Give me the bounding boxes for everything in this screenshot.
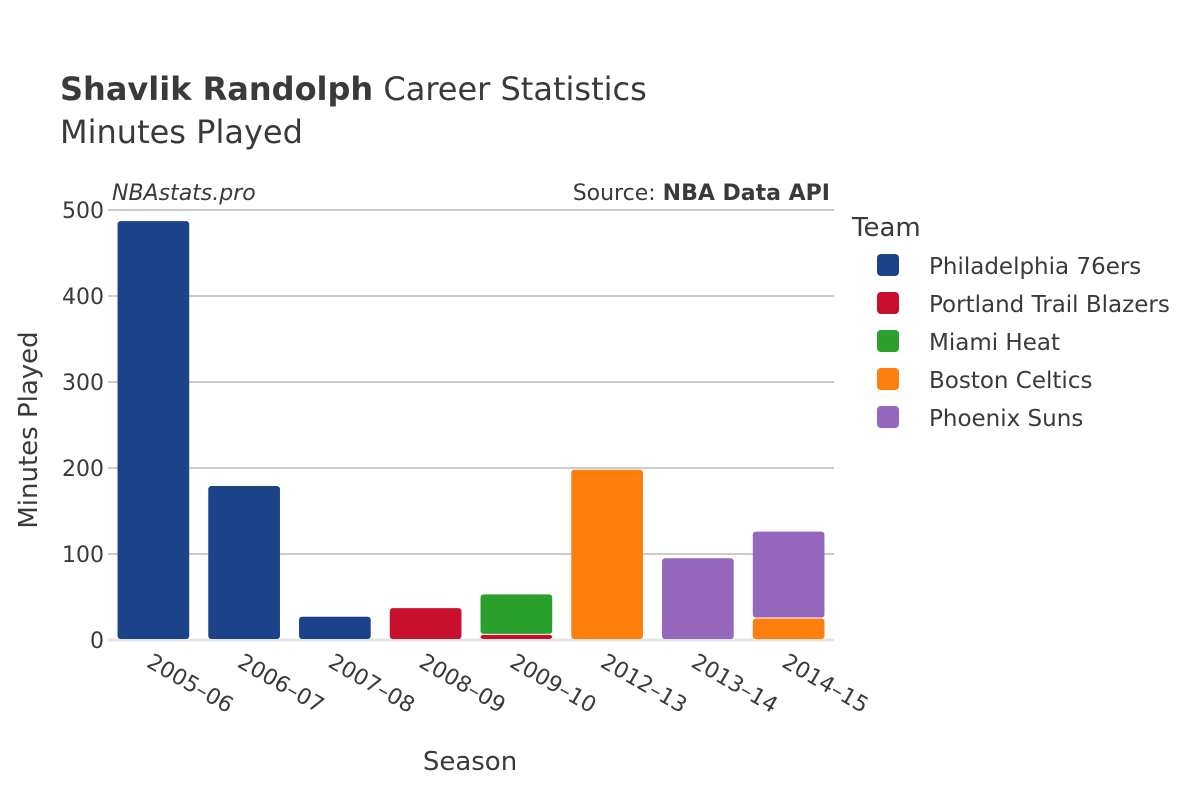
bar-segment xyxy=(480,594,553,634)
chart-subtitle: Minutes Played xyxy=(60,113,303,151)
source-prefix: Source: xyxy=(573,181,663,206)
legend-label: Boston Celtics xyxy=(929,368,1092,394)
bar-segment xyxy=(571,469,643,639)
watermark: NBAstats.pro xyxy=(112,181,256,206)
bar-segment xyxy=(752,531,825,618)
x-tick-label: 2008–09 xyxy=(415,650,510,719)
x-tick-label: 2007–08 xyxy=(324,650,419,719)
chart-title-suffix: Career Statistics xyxy=(373,70,647,108)
legend-swatch xyxy=(877,254,899,276)
x-tick-label: 2009–10 xyxy=(505,650,600,719)
legend: Philadelphia 76ers Portland Trail Blazers… xyxy=(877,254,1170,432)
x-tick-labels: 2005–062006–072007–082008–092009–102012–… xyxy=(142,650,872,719)
legend-swatch xyxy=(877,406,899,428)
chart-title: Shavlik Randolph Career Statistics xyxy=(60,70,647,108)
source-credit: Source: NBA Data API xyxy=(573,181,830,206)
y-tick-label: 200 xyxy=(62,457,104,482)
bar-segment xyxy=(117,221,190,639)
legend-swatch xyxy=(877,292,899,314)
legend-swatch xyxy=(877,368,899,390)
legend-label: Miami Heat xyxy=(929,330,1060,356)
bar-segment xyxy=(208,486,280,639)
bar-segment xyxy=(389,608,462,639)
x-tick-label: 2014–15 xyxy=(778,650,873,719)
legend-title: Team xyxy=(851,213,921,243)
legend-label: Philadelphia 76ers xyxy=(929,254,1141,280)
y-tick-label: 300 xyxy=(62,371,104,396)
source-name: NBA Data API xyxy=(663,181,830,206)
bar-segment xyxy=(299,616,371,639)
bars xyxy=(117,221,825,639)
legend-label: Phoenix Suns xyxy=(929,406,1083,432)
chart-title-player: Shavlik Randolph xyxy=(60,70,373,108)
y-tick-label: 100 xyxy=(62,543,104,568)
y-tick-label: 0 xyxy=(90,629,104,654)
bar-segment xyxy=(662,558,734,639)
y-tick-labels: 0 100 200 300 400 500 xyxy=(62,199,104,654)
x-tick-label: 2013–14 xyxy=(687,650,782,719)
x-tick-label: 2005–06 xyxy=(142,650,237,719)
bar-segment xyxy=(752,618,825,639)
bar-segment xyxy=(480,634,553,639)
x-tick-label: 2006–07 xyxy=(233,650,328,719)
y-axis-label: Minutes Played xyxy=(14,331,44,528)
x-axis-label: Season xyxy=(423,747,517,777)
x-tick-label: 2012–13 xyxy=(596,650,691,719)
legend-label: Portland Trail Blazers xyxy=(929,292,1170,318)
legend-swatch xyxy=(877,330,899,352)
y-tick-label: 500 xyxy=(62,199,104,224)
y-tick-label: 400 xyxy=(62,285,104,310)
